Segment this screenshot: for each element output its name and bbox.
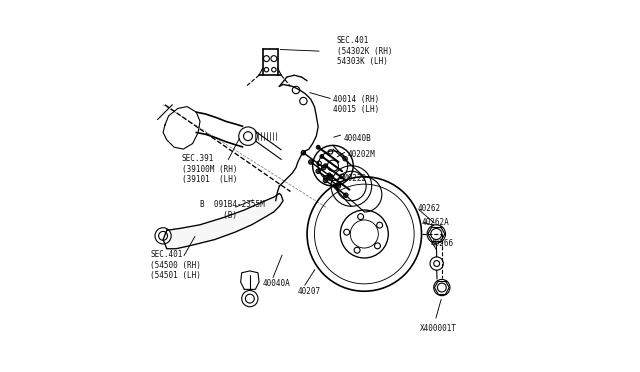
- Text: B  091B4-2355M
     (B): B 091B4-2355M (B): [200, 200, 265, 220]
- Circle shape: [321, 165, 326, 170]
- Text: 40207: 40207: [298, 287, 321, 296]
- Circle shape: [316, 169, 321, 173]
- Circle shape: [329, 174, 333, 179]
- Text: 40222: 40222: [344, 174, 367, 183]
- Text: 40262A: 40262A: [422, 218, 449, 227]
- Circle shape: [336, 184, 340, 188]
- Circle shape: [324, 164, 328, 167]
- Text: 40262: 40262: [418, 203, 441, 213]
- Text: SEC.401
(54500 (RH)
(54501 (LH): SEC.401 (54500 (RH) (54501 (LH): [150, 250, 201, 280]
- Text: 40040A: 40040A: [263, 279, 291, 288]
- Circle shape: [323, 178, 328, 183]
- Circle shape: [316, 145, 320, 149]
- Circle shape: [308, 160, 313, 164]
- Text: SEC.401
(54302K (RH)
54303K (LH): SEC.401 (54302K (RH) 54303K (LH): [337, 36, 392, 66]
- Text: 40040B: 40040B: [344, 134, 372, 142]
- Circle shape: [328, 173, 331, 177]
- Text: X400001T: X400001T: [420, 324, 457, 333]
- Text: SEC.391
(39100M (RH)
(39101  (LH): SEC.391 (39100M (RH) (39101 (LH): [182, 154, 237, 184]
- Polygon shape: [163, 193, 283, 249]
- Circle shape: [344, 193, 348, 198]
- Text: 40014 (RH)
40015 (LH): 40014 (RH) 40015 (LH): [333, 95, 379, 115]
- Circle shape: [301, 151, 306, 155]
- Text: 40266: 40266: [431, 239, 454, 248]
- Text: 40202M: 40202M: [348, 150, 376, 159]
- Circle shape: [320, 155, 324, 158]
